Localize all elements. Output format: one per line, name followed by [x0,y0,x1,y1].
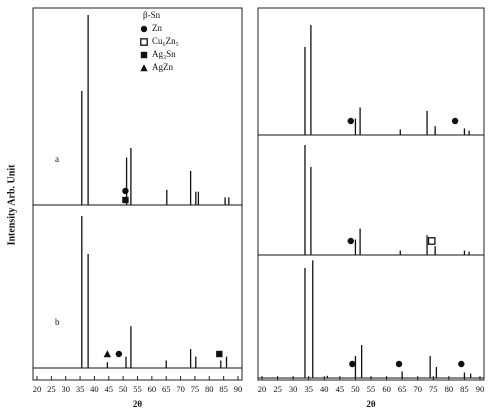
trace-label: a [55,154,59,164]
x-tick-label: 35 [304,384,313,394]
phase-marker [103,350,112,358]
legend-label: Ag₃Sn [152,49,176,59]
phase-marker [216,350,223,358]
x-tick-label: 70 [176,384,185,394]
x-tick-label: 65 [162,384,171,394]
x-tick-label: 80 [205,384,214,394]
x-tick-label: 75 [429,384,438,394]
x-tick-label: 20 [258,384,267,394]
x-tick-label: 30 [289,384,298,394]
x-tick-label: 45 [336,384,345,394]
phase-marker [140,38,148,46]
phase-marker [395,360,403,368]
legend-label: Zn [152,23,162,33]
legend-label: Cu₆Zn₅ [152,36,179,46]
x-axis-label: 2θ [133,399,143,409]
x-tick-label: 60 [382,384,391,394]
trace-label: b [55,317,60,327]
x-tick-label: 90 [234,384,243,394]
x-tick-label: 80 [445,384,454,394]
x-tick-label: 85 [219,384,228,394]
x-tick-label: 55 [133,384,142,394]
x-tick-label: 30 [61,384,70,394]
x-tick-label: 60 [148,384,157,394]
x-tick-label: 50 [351,384,360,394]
phase-marker [140,51,148,59]
phase-marker [427,237,436,245]
phase-marker [140,64,148,72]
x-axis-label: 2θ [366,399,376,409]
phase-marker [122,196,129,204]
phase-marker [140,25,148,33]
x-tick-label: 85 [460,384,469,394]
x-tick-label: 40 [90,384,99,394]
x-tick-label: 55 [367,384,376,394]
phase-marker [347,117,354,125]
x-tick-label: 20 [33,384,42,394]
x-tick-label: 65 [398,384,407,394]
x-tick-label: 25 [47,384,56,394]
x-tick-label: 75 [191,384,200,394]
x-tick-label: 25 [273,384,282,394]
phase-marker [451,117,459,125]
phase-marker [347,237,354,245]
x-tick-label: 70 [413,384,422,394]
y-axis-label: Intensity Arb. Unit [6,164,17,246]
x-tick-label: 35 [76,384,85,394]
phase-marker [349,360,356,368]
phase-marker [115,350,123,358]
legend-label: AgZn [152,62,173,72]
x-tick-label: 90 [476,384,485,394]
x-tick-label: 45 [105,384,114,394]
phase-marker [458,360,465,368]
legend-label: β-Sn [143,10,161,20]
x-tick-label: 40 [320,384,329,394]
phase-marker [122,187,129,195]
x-tick-label: 50 [119,384,128,394]
